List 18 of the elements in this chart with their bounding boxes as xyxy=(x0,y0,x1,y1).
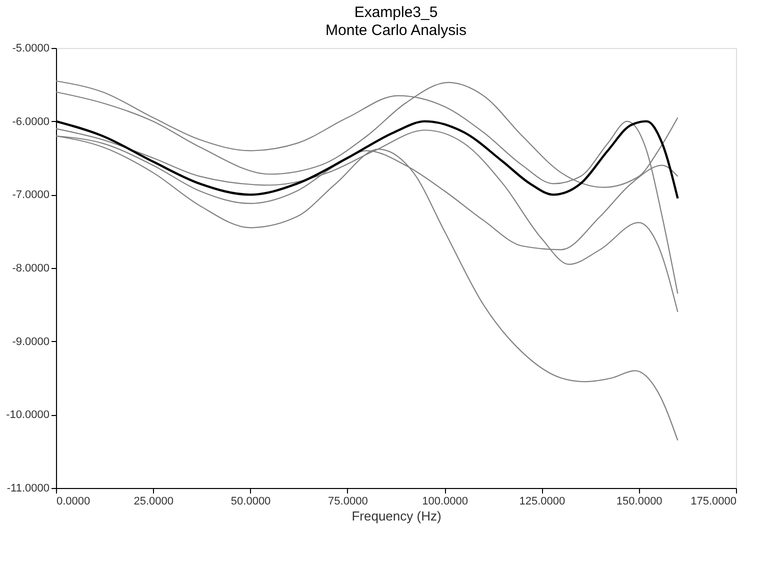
x-axis-title: Frequency (Hz) xyxy=(352,508,442,524)
x-tick-label: 125.0000 xyxy=(519,496,566,508)
chart-subtitle: Monte Carlo Analysis xyxy=(326,22,466,39)
y-tick-label: -10.0000 xyxy=(6,409,50,422)
y-tick-label: -11.0000 xyxy=(6,482,50,494)
y-tick-label: -7.0000 xyxy=(12,189,50,202)
y-tick-label: -5.0000 xyxy=(12,42,50,54)
x-tick-label: 0.0000 xyxy=(56,496,90,508)
y-tick-label: -9.0000 xyxy=(12,336,50,348)
y-tick-label: -8.0000 xyxy=(12,262,50,274)
x-tick-label: 175.0000 xyxy=(690,496,736,508)
x-tick-label: 50.0000 xyxy=(230,496,271,508)
chart-title: Example3_5 xyxy=(354,4,438,21)
x-tick-label: 75.0000 xyxy=(328,496,368,508)
x-tick-label: 25.0000 xyxy=(134,496,174,508)
x-tick-label: 100.0000 xyxy=(422,496,468,508)
x-tick-label: 150.0000 xyxy=(616,496,662,508)
y-tick-label: -6.0000 xyxy=(12,116,50,128)
